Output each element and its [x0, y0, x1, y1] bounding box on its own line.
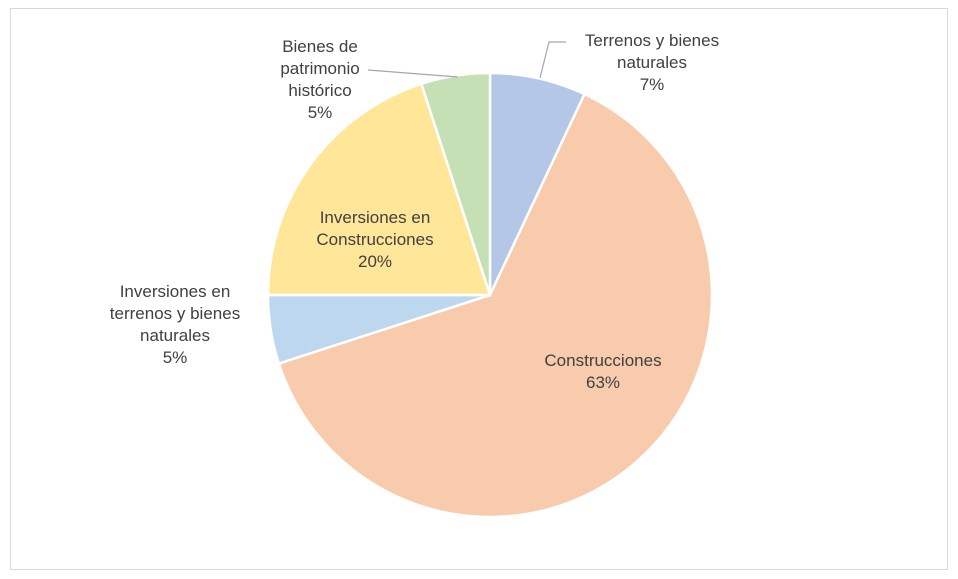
pie-slice — [419, 71, 492, 296]
leader-line — [539, 41, 566, 79]
percent-label: 7% — [639, 75, 665, 94]
leader-line — [367, 69, 459, 78]
category-label: Terrenos y bienes naturales — [584, 31, 720, 72]
pie-slice — [277, 92, 714, 519]
category-label: Construcciones — [544, 351, 662, 370]
percent-label: 20% — [357, 252, 393, 271]
percent-label: 5% — [162, 348, 188, 367]
data-label: Terrenos y bienes naturales 7% — [567, 30, 737, 96]
category-label: Inversiones en terrenos y bienes natural… — [109, 282, 241, 345]
pie-slice — [266, 82, 492, 297]
percent-label: 5% — [307, 103, 333, 122]
category-label: Bienes de patrimonio histórico — [280, 37, 360, 100]
pie — [266, 71, 714, 519]
data-label: Construcciones 63% — [493, 350, 713, 394]
percent-label: 63% — [585, 373, 621, 392]
data-label: Inversiones en Construcciones 20% — [298, 207, 453, 273]
category-label: Inversiones en Construcciones — [316, 208, 434, 249]
data-label: Bienes de patrimonio histórico 5% — [268, 36, 373, 124]
data-label: Inversiones en terrenos y bienes natural… — [98, 281, 253, 369]
